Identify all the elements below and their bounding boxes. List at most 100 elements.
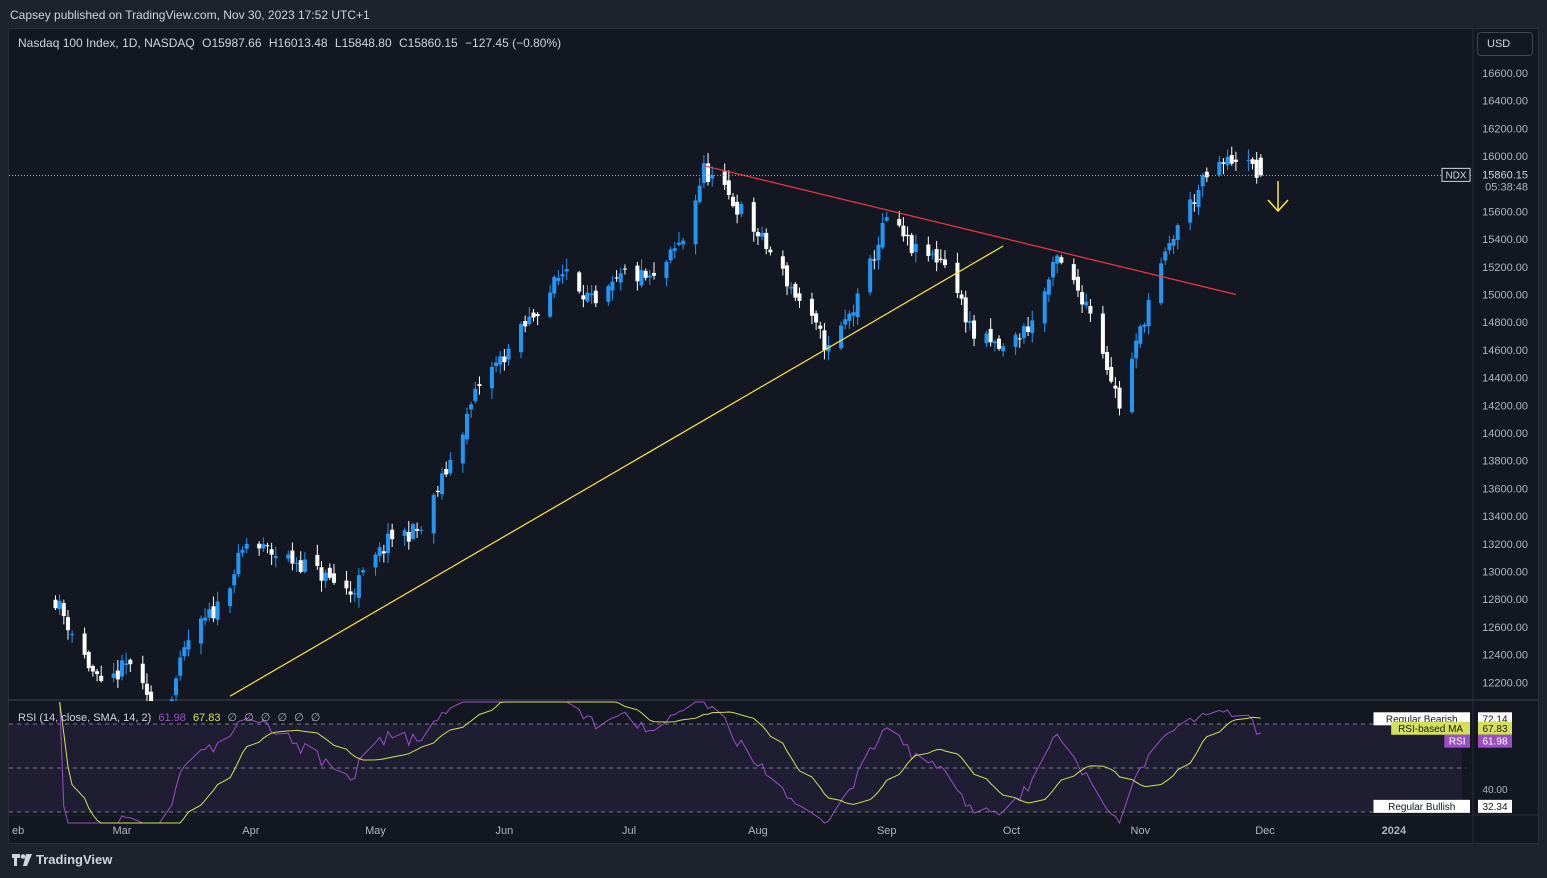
rsi-legend: RSI (14, close, SMA, 14, 2) 61.98 67.83 … xyxy=(18,711,322,724)
candle-body xyxy=(120,660,124,677)
candle-body xyxy=(290,550,295,564)
candle-body xyxy=(710,175,715,179)
candle-body xyxy=(115,670,120,680)
price-tick-label: 15400.00 xyxy=(1482,234,1528,246)
candle-body xyxy=(269,549,274,555)
candle-body xyxy=(86,651,91,669)
candle-body xyxy=(780,256,785,269)
candle-body xyxy=(764,232,769,249)
candle-body xyxy=(527,316,532,325)
candle-body xyxy=(1138,326,1143,344)
candle-body xyxy=(494,362,499,367)
candle-body xyxy=(1250,159,1255,165)
regular-bullish-tag-label: Regular Bullish xyxy=(1388,802,1455,813)
time-tick-label: Jun xyxy=(496,825,514,837)
candle-body xyxy=(319,567,324,581)
candle-body xyxy=(618,273,623,283)
candle-body xyxy=(1258,157,1263,176)
price-tick-label: 12600.00 xyxy=(1482,622,1528,634)
candle-body xyxy=(851,312,856,316)
candle-body xyxy=(440,473,445,495)
candle-body xyxy=(1196,189,1201,208)
candle-body xyxy=(331,573,336,583)
legend-high: H16013.48 xyxy=(268,36,328,50)
candle-body xyxy=(760,232,765,237)
candle-body xyxy=(57,600,62,610)
candle-body xyxy=(302,559,307,572)
candle-body xyxy=(839,325,844,349)
chart-frame[interactable]: 12200.00 12400.00 12600.00 12800.00 13000.00… xyxy=(8,28,1539,844)
candle-body xyxy=(215,601,220,620)
candle-body xyxy=(668,249,673,261)
candle-body xyxy=(99,675,104,681)
price-tick-label: 12400.00 xyxy=(1482,650,1528,662)
currency-button[interactable]: USD xyxy=(1477,32,1533,56)
candle-body xyxy=(444,468,449,475)
chart-canvas[interactable]: 12200.00 12400.00 12600.00 12800.00 13000.00… xyxy=(9,29,1538,843)
candle-body xyxy=(61,603,66,617)
time-tick-label: Dec xyxy=(1255,825,1275,837)
symbol-legend: Nasdaq 100 Index, 1D, NASDAQ O15987.66 H… xyxy=(18,36,565,50)
candle-body xyxy=(1080,292,1085,305)
time-tick-label: Sep xyxy=(877,825,897,837)
candle-body xyxy=(552,276,557,294)
candle-body xyxy=(174,678,179,696)
candle-body xyxy=(681,240,686,245)
candle-body xyxy=(988,328,993,343)
candle-body xyxy=(1100,313,1105,354)
candle-body xyxy=(519,324,524,353)
candle-body xyxy=(672,248,677,251)
candle-body xyxy=(473,388,478,402)
candle-body xyxy=(1105,352,1110,371)
candle-body xyxy=(934,249,939,263)
candle-body xyxy=(1171,239,1176,246)
tradingview-footer[interactable]: TradingView xyxy=(12,852,112,867)
candle-body xyxy=(53,599,58,609)
candle-body xyxy=(1129,358,1134,413)
rsi-value: 61.98 xyxy=(1482,737,1507,748)
candle-body xyxy=(589,293,594,296)
candle-body xyxy=(240,549,245,553)
candle-body xyxy=(352,593,357,595)
candle-body xyxy=(967,320,972,323)
candle-body xyxy=(144,683,149,695)
price-tick-label: 12200.00 xyxy=(1482,677,1528,689)
candle-body xyxy=(182,647,187,657)
price-tick-label: 16200.00 xyxy=(1482,123,1528,135)
candle-body xyxy=(639,270,644,286)
candle-body xyxy=(294,563,299,565)
candle-body xyxy=(1233,159,1238,162)
candle-body xyxy=(1167,242,1172,251)
candle-body xyxy=(664,261,669,279)
candle-body xyxy=(327,567,332,578)
price-tick-label: 16400.00 xyxy=(1482,96,1528,108)
candle-body xyxy=(1046,279,1051,295)
candle-body xyxy=(1030,320,1035,334)
candle-body xyxy=(1200,175,1205,187)
time-tick-label: Aug xyxy=(748,825,768,837)
candle-body xyxy=(1175,225,1180,240)
candle-body xyxy=(323,572,328,581)
candle-body xyxy=(1159,263,1164,304)
candle-body xyxy=(1146,300,1151,327)
candle-body xyxy=(1088,305,1093,314)
candle-body xyxy=(1163,251,1168,261)
candle-body xyxy=(265,545,270,547)
candle-body xyxy=(1229,155,1234,164)
candle-body xyxy=(697,185,702,202)
candle-body xyxy=(361,570,366,573)
candle-body xyxy=(464,413,469,440)
candle-body xyxy=(793,283,798,298)
rsi-ma-line xyxy=(59,701,1261,824)
candle-body xyxy=(735,201,740,215)
price-tick-label: 14400.00 xyxy=(1482,373,1528,385)
candle-body xyxy=(386,533,391,554)
candle-body xyxy=(415,528,420,531)
candle-body xyxy=(847,313,852,321)
time-tick-label: eb xyxy=(12,825,24,837)
rsi-legend-ma: 67.83 xyxy=(192,712,221,724)
candle-body xyxy=(381,551,386,554)
legend-change: −127.45 (−0.80%) xyxy=(465,36,562,50)
candle-body xyxy=(111,673,116,678)
price-tick-label: 16000.00 xyxy=(1482,151,1528,163)
